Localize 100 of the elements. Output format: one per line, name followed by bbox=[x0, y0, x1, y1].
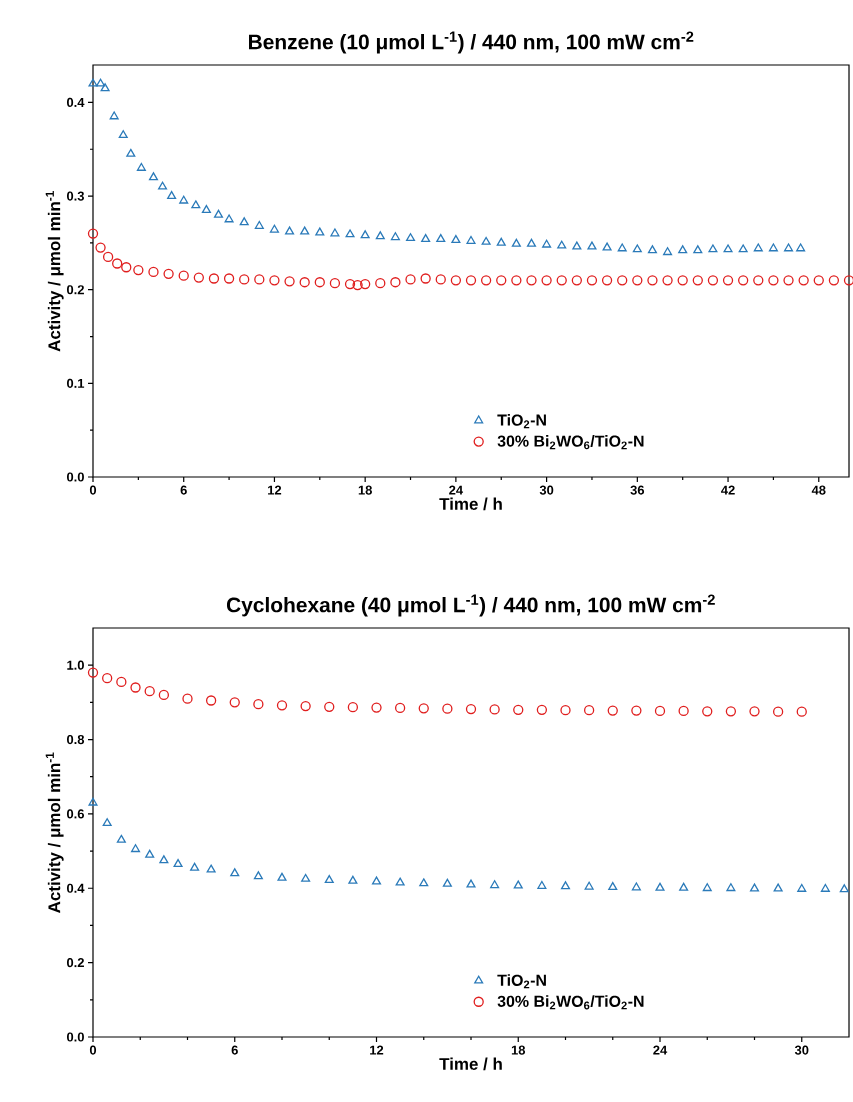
point bbox=[390, 232, 400, 241]
x-tick-label: 18 bbox=[358, 485, 372, 495]
point bbox=[537, 880, 547, 889]
point bbox=[205, 695, 217, 706]
y-tick-label: 0.1 bbox=[66, 378, 85, 388]
point bbox=[360, 230, 370, 239]
point bbox=[148, 172, 159, 181]
point bbox=[88, 797, 98, 806]
point bbox=[300, 226, 310, 235]
point bbox=[753, 243, 763, 252]
point bbox=[726, 883, 736, 892]
point bbox=[587, 241, 597, 250]
point bbox=[269, 275, 280, 286]
point bbox=[116, 834, 126, 843]
point bbox=[601, 275, 613, 286]
point bbox=[813, 275, 824, 286]
point bbox=[145, 849, 155, 858]
point bbox=[420, 273, 431, 284]
point bbox=[116, 676, 127, 688]
x-tick-label: 24 bbox=[653, 1045, 668, 1055]
point bbox=[556, 275, 567, 286]
point bbox=[324, 701, 335, 712]
point bbox=[496, 275, 507, 286]
y-tick-label: 0.3 bbox=[66, 191, 85, 201]
point bbox=[647, 245, 657, 254]
y-tick-label: 1.0 bbox=[67, 660, 84, 670]
point bbox=[193, 272, 204, 283]
point bbox=[797, 883, 807, 892]
point bbox=[158, 181, 168, 190]
point bbox=[772, 706, 784, 717]
point bbox=[96, 78, 106, 87]
point bbox=[191, 200, 201, 209]
point bbox=[285, 226, 295, 235]
point bbox=[371, 876, 382, 885]
point bbox=[481, 236, 491, 245]
point bbox=[702, 706, 713, 717]
point bbox=[707, 275, 719, 286]
point bbox=[536, 704, 548, 715]
point bbox=[254, 220, 264, 229]
point bbox=[201, 204, 211, 214]
point bbox=[178, 270, 189, 281]
x-tick-label: 0 bbox=[89, 1045, 97, 1055]
point bbox=[783, 275, 794, 286]
point bbox=[679, 882, 689, 891]
point bbox=[130, 682, 141, 693]
y-tick-label: 0.4 bbox=[66, 97, 85, 108]
x-tick-label: 30 bbox=[539, 485, 554, 495]
point bbox=[677, 275, 688, 286]
point bbox=[678, 705, 689, 717]
y-axis-title: Activity / μmol min$^{-1}$ bbox=[45, 752, 64, 913]
point bbox=[87, 228, 99, 239]
point bbox=[678, 245, 688, 254]
point bbox=[796, 243, 806, 252]
point bbox=[223, 273, 235, 284]
point bbox=[753, 275, 764, 286]
x-axis-title: Time / h bbox=[439, 497, 502, 511]
point bbox=[360, 278, 371, 290]
point bbox=[632, 244, 642, 253]
point bbox=[607, 705, 618, 716]
point bbox=[230, 868, 240, 877]
point bbox=[586, 275, 598, 286]
point bbox=[560, 705, 571, 716]
point bbox=[109, 111, 119, 120]
point bbox=[768, 243, 778, 252]
point bbox=[118, 130, 128, 139]
point bbox=[136, 162, 146, 171]
point bbox=[299, 277, 310, 288]
point bbox=[344, 278, 356, 290]
point bbox=[163, 268, 174, 279]
chart-title: Cyclohexane (40 μmol L$^{-1}$) / 440 nm, 100 mW cm$^{-2}$ bbox=[226, 594, 715, 617]
point bbox=[647, 275, 658, 286]
point bbox=[702, 883, 712, 892]
point bbox=[419, 878, 429, 887]
chart-title: Benzene (10 μmol L$^{-1}$) / 440 nm, 100 mW cm$^{-2}$ bbox=[249, 31, 694, 54]
point bbox=[466, 235, 476, 244]
point bbox=[208, 273, 220, 284]
point bbox=[179, 195, 189, 204]
point bbox=[239, 274, 250, 285]
point bbox=[213, 209, 224, 218]
point bbox=[663, 247, 673, 256]
y-tick-label: 0.2 bbox=[66, 958, 84, 968]
point bbox=[276, 700, 288, 711]
point bbox=[190, 862, 200, 871]
point bbox=[330, 228, 340, 237]
point bbox=[347, 702, 359, 713]
point bbox=[655, 882, 665, 891]
x-tick-label: 6 bbox=[180, 485, 187, 495]
legend-label: TiO$_{2}$-N bbox=[497, 974, 546, 989]
point bbox=[662, 275, 673, 286]
point bbox=[182, 693, 193, 704]
point bbox=[773, 883, 783, 892]
x-tick-label: 30 bbox=[794, 1045, 809, 1055]
point bbox=[130, 844, 141, 853]
legend-label: 30% Bi$_{2}$WO$_{6}$/TiO$_{2}$-N bbox=[497, 995, 644, 1010]
point bbox=[329, 278, 341, 289]
point bbox=[301, 873, 311, 882]
x-tick-label: 12 bbox=[268, 485, 282, 495]
point bbox=[126, 148, 136, 157]
point bbox=[159, 855, 169, 864]
point bbox=[513, 704, 524, 715]
